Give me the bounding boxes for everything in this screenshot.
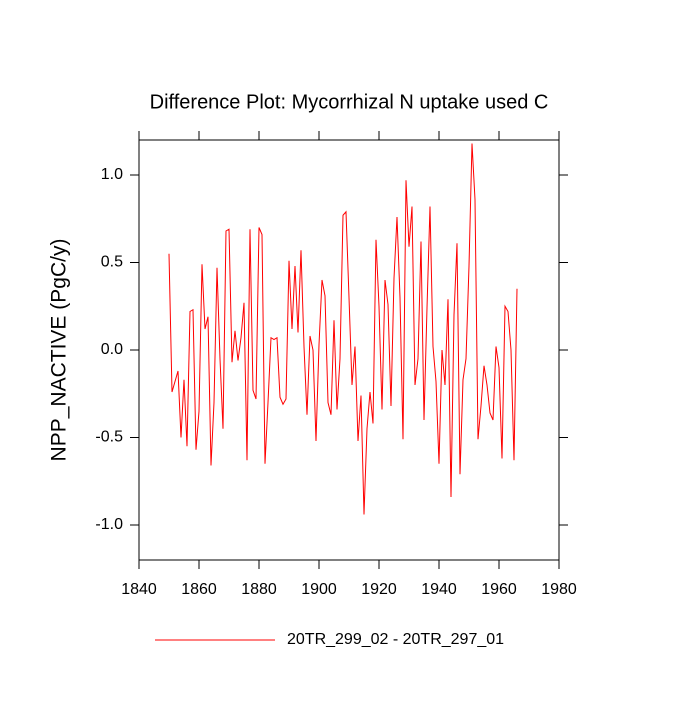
chart-title: Difference Plot: Mycorrhizal N uptake us…: [150, 91, 549, 113]
legend-label: 20TR_299_02 - 20TR_297_01: [287, 631, 504, 648]
y-axis-label: NPP_NACTIVE (PgC/y): [48, 239, 71, 462]
y-tick-label: -0.5: [95, 429, 123, 446]
data-line: [168, 143, 518, 515]
y-tick-label: -1.0: [95, 516, 123, 533]
x-tick-label: 1900: [301, 581, 337, 598]
y-tick-label: 1.0: [101, 166, 123, 183]
x-tick-label: 1880: [241, 581, 277, 598]
x-tick-label: 1980: [541, 581, 577, 598]
x-tick-label: 1860: [181, 581, 217, 598]
y-tick-label: 0.5: [101, 254, 123, 271]
x-tick-label: 1940: [421, 581, 457, 598]
y-tick-label: 0.0: [101, 341, 123, 358]
x-tick-label: 1920: [361, 581, 397, 598]
x-tick-label: 1960: [481, 581, 517, 598]
x-tick-label: 1840: [121, 581, 157, 598]
